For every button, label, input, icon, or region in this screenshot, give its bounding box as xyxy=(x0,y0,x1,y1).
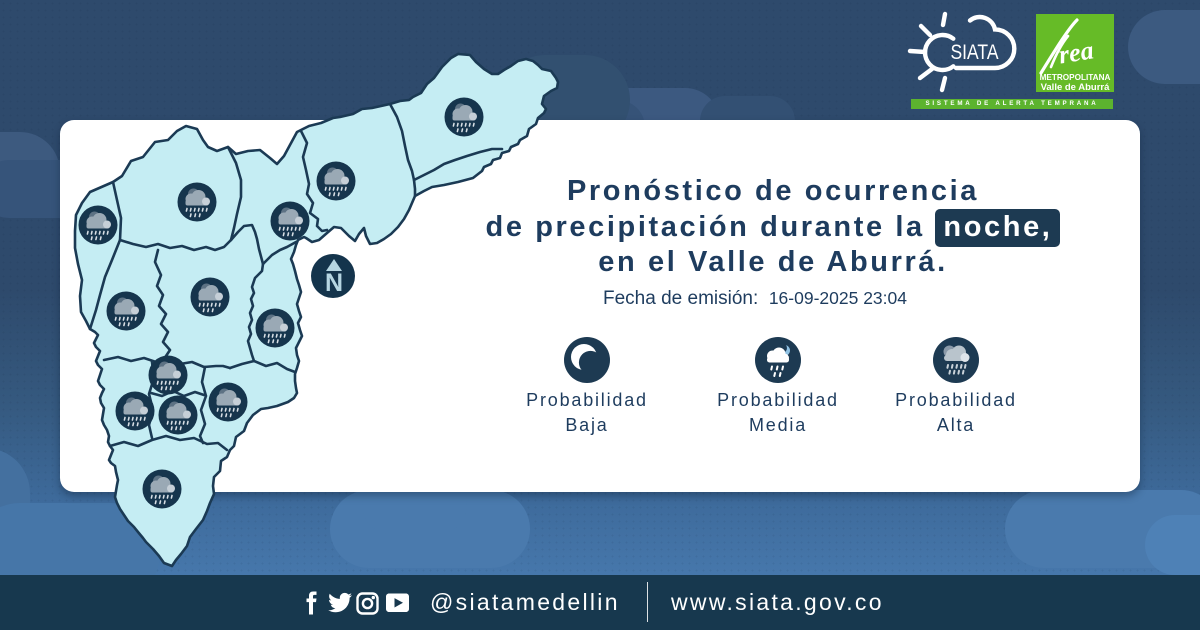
svg-text:N: N xyxy=(325,269,343,297)
svg-text:SIATA: SIATA xyxy=(951,41,999,64)
svg-text:rea: rea xyxy=(1057,35,1096,69)
